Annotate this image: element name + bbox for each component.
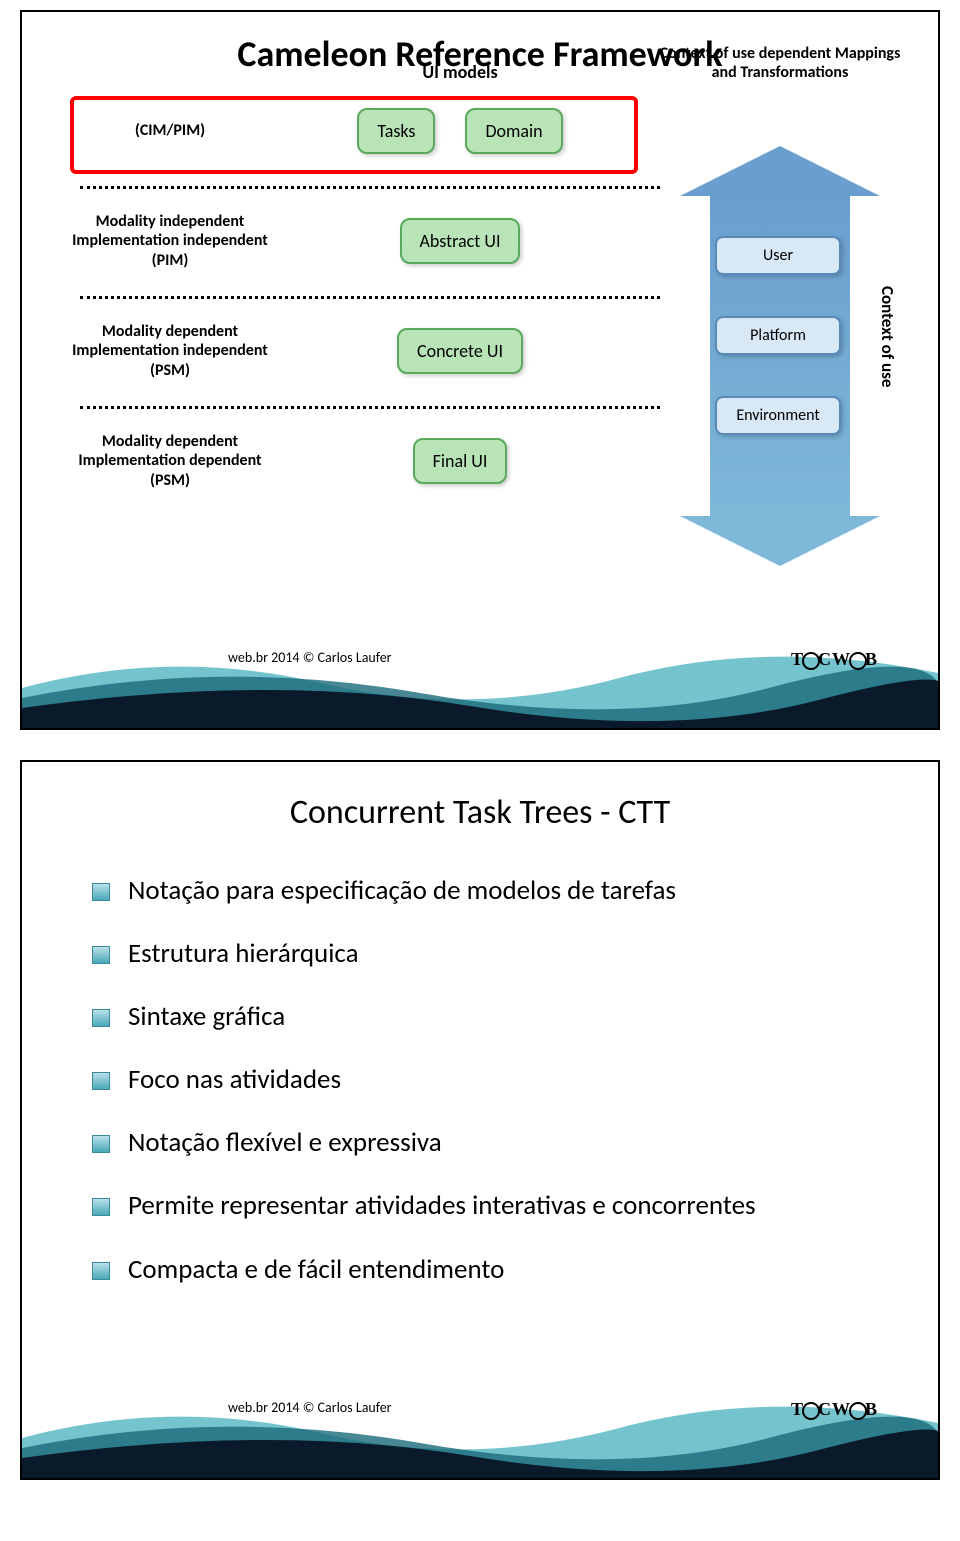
context-platform: Platform bbox=[715, 316, 841, 355]
bullet-item: Estrutura hierárquica bbox=[92, 936, 868, 971]
bullet-text: Foco nas atividades bbox=[128, 1062, 341, 1097]
footer-wave bbox=[22, 628, 938, 728]
divider-1 bbox=[80, 186, 660, 189]
box-concrete-ui: Concrete UI bbox=[397, 328, 523, 374]
slide-cameleon: Cameleon Reference Framework UI models C… bbox=[20, 10, 940, 730]
context-user: User bbox=[715, 236, 841, 275]
bullet-text: Estrutura hierárquica bbox=[128, 936, 359, 971]
bullet-text: Notação para especificação de modelos de… bbox=[128, 873, 676, 908]
row3-left: Modality dependent Implementation depend… bbox=[50, 432, 290, 490]
bullet-item: Notação para especificação de modelos de… bbox=[92, 873, 868, 908]
bullet-marker-icon bbox=[92, 1072, 110, 1090]
context-environment: Environment bbox=[715, 396, 841, 435]
bullet-text: Compacta e de fácil entendimento bbox=[128, 1252, 504, 1287]
bullet-marker-icon bbox=[92, 1262, 110, 1280]
bullet-marker-icon bbox=[92, 1135, 110, 1153]
divider-3 bbox=[80, 406, 660, 409]
box-tasks: Tasks bbox=[357, 108, 435, 154]
bullet-marker-icon bbox=[92, 883, 110, 901]
arrow-head-up-icon bbox=[680, 146, 880, 196]
bullet-item: Foco nas atividades bbox=[92, 1062, 868, 1097]
row2-left: Modality dependent Implementation indepe… bbox=[50, 322, 290, 380]
footer-text: web.br 2014 © Carlos Laufer bbox=[222, 647, 398, 668]
bullet-text: Permite representar atividades interativ… bbox=[128, 1188, 756, 1223]
slide2-title: Concurrent Task Trees - CTT bbox=[22, 762, 938, 873]
slide-ctt: Concurrent Task Trees - CTT Notação para… bbox=[20, 760, 940, 1480]
bullet-item: Sintaxe gráfica bbox=[92, 999, 868, 1034]
divider-2 bbox=[80, 296, 660, 299]
footer-logo: TCWB bbox=[791, 1399, 878, 1420]
bullet-text: Notação flexível e expressiva bbox=[128, 1125, 442, 1160]
bullet-list: Notação para especificação de modelos de… bbox=[22, 873, 938, 1287]
ui-models-header: UI models bbox=[290, 61, 630, 83]
bullet-marker-icon bbox=[92, 946, 110, 964]
bullet-marker-icon bbox=[92, 1009, 110, 1027]
context-header: Context of use dependent Mappings and Tr… bbox=[650, 44, 910, 82]
footer-wave bbox=[22, 1378, 938, 1478]
bullet-text: Sintaxe gráfica bbox=[128, 999, 285, 1034]
cameleon-diagram: UI models Context of use dependent Mappi… bbox=[50, 86, 910, 586]
row1-left: Modality independent Implementation inde… bbox=[50, 212, 290, 270]
arrow-head-down-icon bbox=[680, 516, 880, 566]
footer-text: web.br 2014 © Carlos Laufer bbox=[222, 1397, 398, 1418]
box-domain: Domain bbox=[465, 108, 562, 154]
bullet-item: Compacta e de fácil entendimento bbox=[92, 1252, 868, 1287]
box-final-ui: Final UI bbox=[413, 438, 508, 484]
box-abstract-ui: Abstract UI bbox=[400, 218, 521, 264]
bullet-marker-icon bbox=[92, 1198, 110, 1216]
bullet-item: Notação flexível e expressiva bbox=[92, 1125, 868, 1160]
context-of-use-label: Context of use bbox=[877, 286, 898, 387]
context-arrow: User Platform Environment Context of use bbox=[670, 146, 870, 566]
row0-left: (CIM/PIM) bbox=[50, 121, 290, 140]
bullet-item: Permite representar atividades interativ… bbox=[92, 1188, 868, 1223]
footer-logo: TCWB bbox=[791, 649, 878, 670]
